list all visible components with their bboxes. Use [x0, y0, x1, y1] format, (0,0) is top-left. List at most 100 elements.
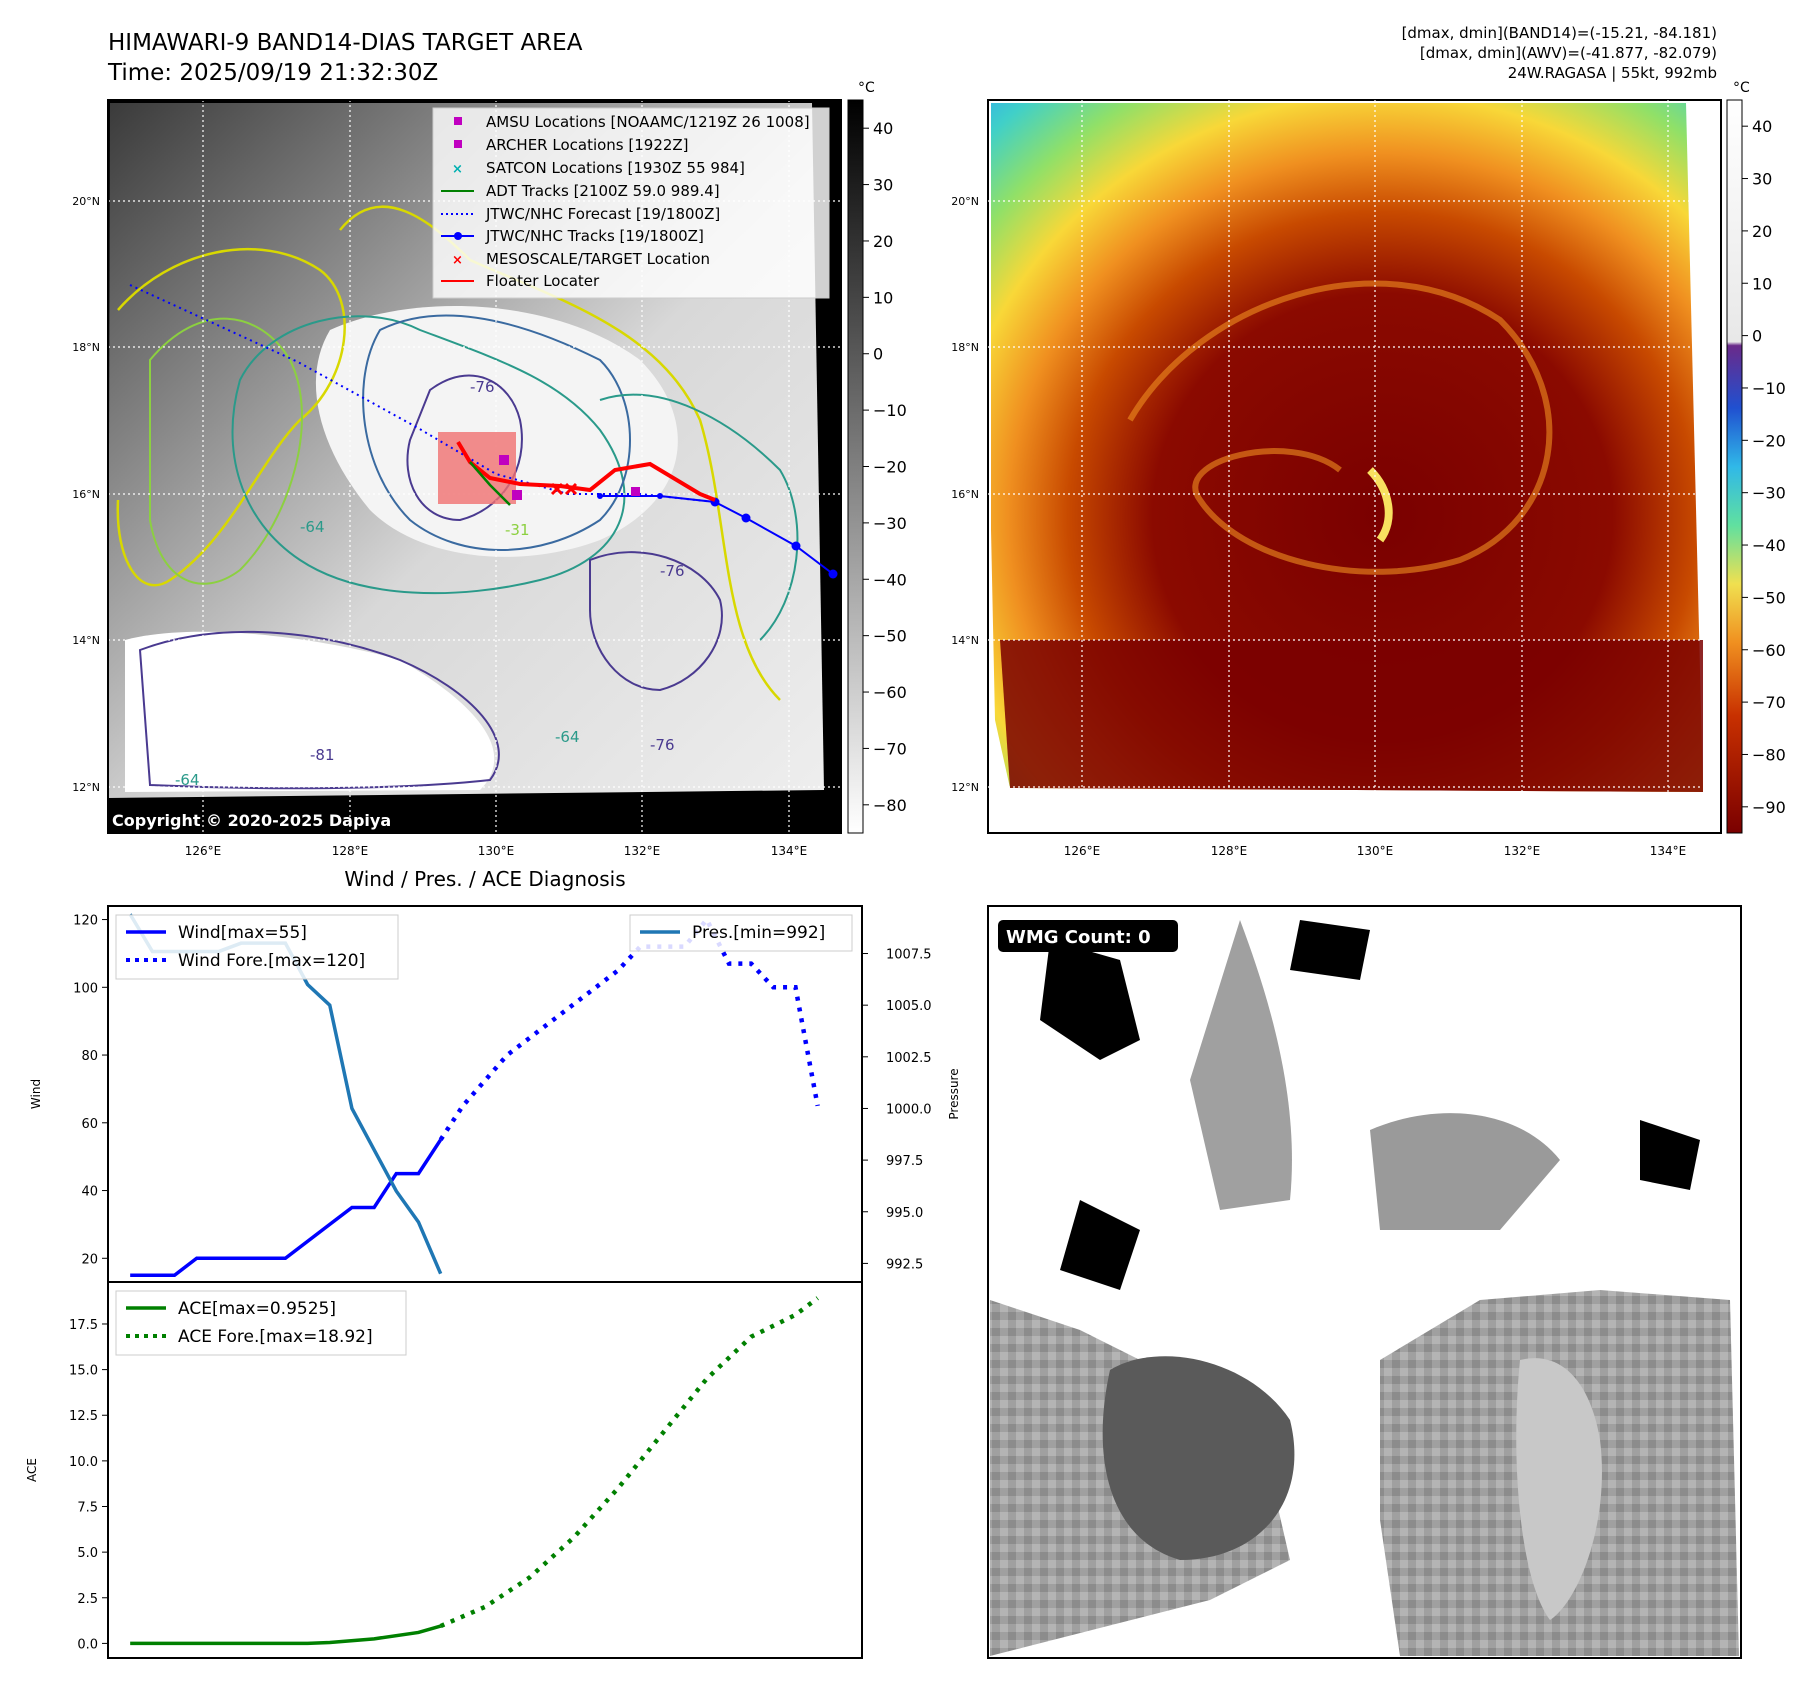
- colorbar-tick-label: −40: [873, 570, 907, 589]
- awv-spiral-band: [1127, 280, 1553, 575]
- diagnosis-title: Wind / Pres. / ACE Diagnosis: [344, 867, 625, 891]
- wind-tick-label: 60: [81, 1117, 98, 1132]
- colorbar-tick-label: −50: [1752, 588, 1786, 607]
- ir-map-panel: -76 -64 -76 -81 -64 -76 -64 -31: [107, 99, 842, 834]
- colorbar-tick-label: −20: [1752, 431, 1786, 450]
- ir-map-frame: [107, 99, 842, 834]
- wmg-panel: WMG Count: 0: [987, 905, 1742, 1659]
- legend-label: JTWC/NHC Tracks [19/1800Z]: [485, 227, 704, 245]
- lon-label: 132°E: [624, 844, 661, 858]
- track-legend: [432, 107, 830, 299]
- colorbar-tick-label: −30: [1752, 484, 1786, 503]
- floater-locater-track: [456, 440, 716, 502]
- lon-label: 128°E: [1211, 844, 1248, 858]
- pressure-ticks: 992.5 995.0 997.5 1000.0 1002.5 1005.0 1007.5: [862, 948, 932, 1272]
- ace-fore-legend-label: ACE Fore.[max=18.92]: [178, 1327, 373, 1347]
- wind-legend-label: Wind[max=55]: [178, 923, 307, 943]
- colorbar-unit: °C: [858, 80, 875, 96]
- contour-label: -81: [310, 746, 335, 764]
- legend-label: ARCHER Locations [1922Z]: [486, 136, 689, 154]
- cold-cloud-core: [315, 306, 678, 557]
- ace-tick-label: 17.5: [69, 1318, 98, 1333]
- ace-line: [130, 1624, 442, 1646]
- colorbar-tick-label: −70: [1752, 693, 1786, 712]
- pressure-axis-label: Pressure: [947, 1068, 961, 1119]
- wind-tick-label: 40: [81, 1185, 98, 1200]
- ir-colorbar: °C 40 30 20 10 0 −10 −20 −30 −40 −50 −60 −70 −80: [847, 80, 907, 834]
- colorbar-tick-label: −30: [873, 514, 907, 533]
- lon-label: 126°E: [1064, 844, 1101, 858]
- ace-ticks: 0.0 2.5 5.0 7.5 10.0 12.5 15.0 17.5: [69, 1318, 108, 1652]
- pressure-legend-label: Pres.[min=992]: [692, 923, 825, 943]
- lat-label: 18°N: [72, 341, 100, 354]
- wind-ticks: 20 40 60 80 100 120: [73, 914, 108, 1267]
- contour-label: -64: [175, 771, 200, 789]
- amsu-location-marker: [499, 455, 509, 465]
- pressure-tick-label: 1005.0: [886, 999, 932, 1014]
- wmg-count-label: WMG Count: 0: [1006, 927, 1151, 948]
- pressure-tick-label: 1002.5: [886, 1051, 932, 1066]
- figure-title: HIMAWARI-9 BAND14-DIAS TARGET AREA: [108, 30, 583, 56]
- awv-range: [dmax, dmin](AWV)=(-41.877, -82.079): [1420, 44, 1717, 62]
- ir-lat-labels: 20°N 18°N 16°N 14°N 12°N: [72, 195, 100, 794]
- contour-label: -64: [300, 518, 325, 536]
- contour-lightgreen-1: [149, 317, 303, 585]
- lon-label: 132°E: [1504, 844, 1541, 858]
- contour-indigo-south: [138, 630, 500, 790]
- awv-dry-south: [1000, 640, 1703, 792]
- lon-label: 128°E: [332, 844, 369, 858]
- colorbar-tick-label: −20: [873, 458, 907, 477]
- ace-tick-label: 7.5: [77, 1501, 98, 1516]
- archer-location-marker: [512, 490, 522, 500]
- wind-forecast-line: [438, 915, 820, 1141]
- contour-label: -31: [505, 521, 530, 539]
- lon-label: 134°E: [771, 844, 808, 858]
- contour-yellow-1: [116, 248, 346, 587]
- awv-lon-labels: 126°E 128°E 130°E 132°E 134°E: [1064, 844, 1687, 858]
- lon-label: 130°E: [478, 844, 515, 858]
- awv-lat-labels: 20°N 18°N 16°N 14°N 12°N: [951, 195, 979, 794]
- wmg-light-core: [1516, 1358, 1602, 1620]
- lat-label: 18°N: [951, 341, 979, 354]
- colorbar-tick-label: −90: [1752, 798, 1786, 817]
- ace-axis-label: ACE: [25, 1458, 39, 1482]
- contour-label: -76: [660, 562, 685, 580]
- ace-legend: [115, 1290, 407, 1356]
- lat-label: 16°N: [951, 488, 979, 501]
- colorbar-tick-label: 10: [873, 288, 893, 307]
- wind-axis-label: Wind: [29, 1079, 43, 1109]
- colorbar-tick-label: 40: [873, 119, 893, 138]
- ace-tick-label: 12.5: [69, 1409, 98, 1424]
- contour-teal-1: [231, 315, 626, 595]
- wind-legend: [115, 914, 399, 980]
- ace-forecast-line: [439, 1296, 820, 1629]
- ace-tick-label: 10.0: [69, 1455, 98, 1470]
- wmg-black-pixels: [1040, 920, 1700, 1290]
- wind-line: [130, 1138, 443, 1277]
- satcon-legend-icon: ×: [452, 162, 463, 177]
- colorbar-tick-label: 0: [873, 345, 883, 364]
- colorbar-ticks: 40 30 20 10 0 −10 −20 −30 −40 −50 −60 −70 −80: [863, 119, 907, 815]
- awv-map-panel: [987, 99, 1722, 834]
- storm-info: 24W.RAGASA | 55kt, 992mb: [1508, 64, 1717, 82]
- legend-label: MESOSCALE/TARGET Location: [486, 250, 710, 268]
- contour-indigo-east: [589, 551, 723, 692]
- copyright: Copyright © 2020-2025 Dapiya: [112, 811, 391, 830]
- ace-legend-label: ACE[max=0.9525]: [178, 1299, 336, 1319]
- lon-label: 130°E: [1357, 844, 1394, 858]
- contour-blue-1: [362, 314, 631, 551]
- jtwc-best-track: [600, 495, 834, 575]
- lat-label: 20°N: [951, 195, 979, 208]
- wmg-dark-region: [1102, 1356, 1295, 1560]
- wind-tick-label: 20: [81, 1252, 98, 1267]
- colorbar-tick-label: 40: [1752, 117, 1772, 136]
- awv-image: [991, 103, 1703, 792]
- wmg-gray-region: [1190, 920, 1292, 1210]
- colorbar-tick-label: 20: [873, 232, 893, 251]
- band14-range: [dmax, dmin](BAND14)=(-15.21, -84.181): [1402, 24, 1717, 42]
- colorbar-tick-label: −80: [873, 796, 907, 815]
- pressure-tick-label: 1007.5: [886, 948, 932, 963]
- colorbar-tick-label: −40: [1752, 536, 1786, 555]
- tracks-legend-dot: [454, 232, 462, 240]
